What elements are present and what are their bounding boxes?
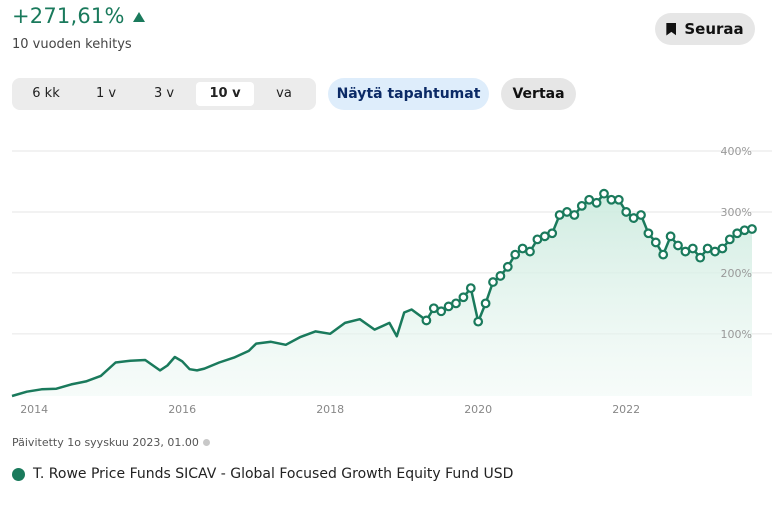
data-point[interactable] (665, 231, 676, 242)
follow-button[interactable]: Seuraa (655, 13, 755, 45)
y-tick-label: 100% (721, 328, 752, 341)
legend-label: T. Rowe Price Funds SICAV - Global Focus… (33, 466, 514, 482)
data-point[interactable] (495, 271, 506, 281)
chart-area-fill (12, 193, 752, 396)
updated-text: Päivitetty 1o syyskuu 2023, 01.00 (12, 436, 199, 449)
data-point[interactable] (421, 315, 432, 326)
data-point[interactable] (687, 243, 698, 254)
data-point[interactable] (717, 243, 728, 254)
data-point[interactable] (636, 210, 646, 220)
data-point[interactable] (591, 197, 602, 208)
performance-value: +271,61% (12, 4, 125, 28)
bookmark-icon (666, 22, 677, 36)
legend-marker-icon (12, 467, 25, 481)
data-point[interactable] (488, 277, 498, 287)
data-point[interactable] (673, 240, 683, 251)
data-point[interactable] (569, 210, 580, 220)
x-tick-label: 2016 (168, 403, 196, 416)
performance-subtitle: 10 vuoden kehitys (12, 37, 132, 52)
x-tick-label: 2014 (20, 403, 48, 416)
period-tab-10v[interactable]: 10 v (196, 82, 254, 106)
period-tab-3v[interactable]: 3 v (153, 86, 175, 101)
period-tab-va[interactable]: va (276, 86, 292, 101)
chart-legend: T. Rowe Price Funds SICAV - Global Focus… (12, 466, 513, 482)
follow-label: Seuraa (684, 20, 744, 38)
y-tick-label: 300% (721, 206, 752, 219)
x-tick-label: 2022 (612, 403, 640, 416)
y-tick-label: 200% (721, 267, 752, 280)
data-point[interactable] (650, 237, 661, 248)
data-point[interactable] (695, 252, 706, 263)
data-point[interactable] (451, 298, 461, 309)
updated-timestamp: Päivitetty 1o syyskuu 2023, 01.00 (12, 436, 210, 449)
data-point[interactable] (747, 224, 757, 234)
data-point[interactable] (724, 234, 735, 245)
data-point[interactable] (458, 292, 469, 303)
show-events-button[interactable]: Näytä tapahtumat (328, 78, 489, 110)
data-point[interactable] (465, 283, 476, 294)
x-tick-label: 2018 (316, 403, 344, 416)
data-point[interactable] (621, 207, 632, 217)
y-tick-label: 400% (721, 145, 752, 158)
data-point[interactable] (436, 306, 447, 317)
x-tick-label: 2020 (464, 403, 492, 416)
data-point[interactable] (658, 249, 669, 260)
compare-button[interactable]: Vertaa (501, 78, 576, 110)
period-tab-1v[interactable]: 1 v (95, 86, 117, 101)
data-point[interactable] (576, 200, 587, 211)
data-point[interactable] (525, 246, 535, 257)
data-point[interactable] (643, 228, 654, 239)
data-point[interactable] (480, 298, 491, 309)
data-point[interactable] (547, 228, 558, 239)
period-tab-6kk[interactable]: 6 kk (32, 86, 60, 101)
data-point[interactable] (502, 261, 513, 272)
performance-summary: +271,61% (12, 4, 145, 28)
period-selector: 6 kk 1 v 3 v 10 v va (12, 78, 316, 110)
data-point[interactable] (613, 194, 624, 205)
status-dot-icon (202, 439, 210, 446)
performance-chart[interactable]: 100% 200% 300% 400% 2014 2016 2018 2020 2022 (0, 140, 772, 425)
triangle-up-icon (132, 12, 145, 22)
data-point[interactable] (510, 249, 521, 260)
data-point[interactable] (473, 316, 484, 327)
data-point[interactable] (599, 188, 609, 199)
